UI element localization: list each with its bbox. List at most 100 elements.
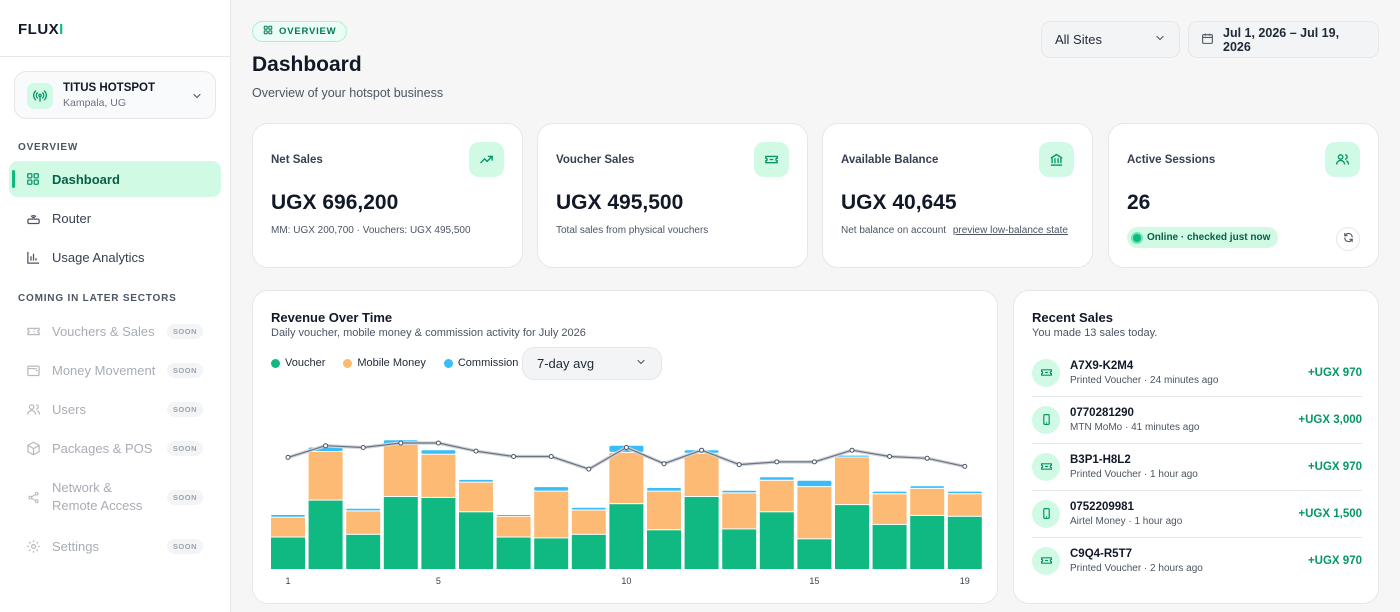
soon-badge: SOON xyxy=(166,440,203,456)
sale-row[interactable]: 0770281290 MTN MoMo · 41 minutes ago +UGX… xyxy=(1032,396,1362,443)
soon-badge: SOON xyxy=(166,401,203,417)
sale-row[interactable]: B3P1-H8L2 Printed Voucher · 1 hour ago +U… xyxy=(1032,443,1362,490)
bar-commission xyxy=(647,488,681,491)
online-dot-icon xyxy=(1131,231,1143,244)
sale-row[interactable]: A7X9-K2M4 Printed Voucher · 24 minutes ag… xyxy=(1032,349,1362,396)
sale-meta: MTN MoMo · 41 minutes ago xyxy=(1070,421,1200,433)
soon-badge: SOON xyxy=(166,323,203,339)
sale-amount: +UGX 970 xyxy=(1307,554,1362,567)
bar-voucher xyxy=(797,539,832,569)
refresh-button[interactable] xyxy=(1336,227,1360,251)
stat-label: Available Balance xyxy=(841,154,939,166)
recent-sales-subtitle: You made 13 sales today. xyxy=(1032,327,1158,339)
section-chip: OVERVIEW xyxy=(252,21,348,42)
stat-subtext: Net balance on account preview low-balan… xyxy=(841,225,1068,236)
avg-point xyxy=(811,459,817,465)
bar-voucher xyxy=(910,515,945,569)
legend-swatch-mobile-money xyxy=(343,358,353,368)
refresh-icon xyxy=(1343,230,1354,248)
sidebar-item-users[interactable]: Users SOON xyxy=(9,391,221,427)
bar-voucher xyxy=(722,529,757,569)
soon-badge: SOON xyxy=(166,538,203,554)
date-range-picker[interactable]: Jul 1, 2026 – Jul 19, 2026 xyxy=(1188,21,1379,58)
bar-mobile-money xyxy=(684,453,719,496)
nav-section-later: COMING IN LATER SECTORS xyxy=(18,293,177,304)
bar-mobile-money xyxy=(271,517,305,537)
sale-amount: +UGX 970 xyxy=(1307,366,1362,379)
site-switcher[interactable]: TITUS HOTSPOT Kampala, UG xyxy=(14,71,216,119)
trending-up-icon xyxy=(469,142,504,177)
grid-icon xyxy=(25,171,41,187)
bar-commission xyxy=(759,477,794,480)
bar-mobile-money xyxy=(797,487,832,539)
ticket-icon xyxy=(1032,358,1060,387)
avg-point xyxy=(623,445,629,450)
brand-logo[interactable]: FLUXI xyxy=(18,21,64,38)
wallet-icon xyxy=(25,362,41,378)
stat-card-available-balance: Available Balance UGX 40,645 Net balance… xyxy=(822,123,1093,268)
share-icon xyxy=(25,489,41,505)
soon-badge: SOON xyxy=(166,489,203,505)
bar-commission xyxy=(872,491,907,494)
sidebar-item-packages-pos[interactable]: Packages & POS SOON xyxy=(9,430,221,466)
sidebar-item-vouchers-sales[interactable]: Vouchers & Sales SOON xyxy=(9,313,221,349)
sale-reference: 0770281290 xyxy=(1070,406,1134,419)
sidebar-item-label: Dashboard xyxy=(52,171,120,187)
low-balance-preview-link[interactable]: preview low-balance state xyxy=(952,225,1068,236)
divider xyxy=(1032,396,1362,397)
stat-subtext: MM: UGX 200,700 · Vouchers: UGX 495,500 xyxy=(271,225,471,236)
revenue-chart-card: Revenue Over Time Daily voucher, mobile … xyxy=(252,290,998,604)
sidebar-item-settings[interactable]: Settings SOON xyxy=(9,528,221,564)
bar-mobile-money xyxy=(534,491,569,538)
sale-row[interactable]: 0752209981 Airtel Money · 1 hour ago +UGX… xyxy=(1032,490,1362,537)
avg-point xyxy=(511,454,517,459)
recent-sales-title: Recent Sales xyxy=(1032,310,1113,325)
sale-reference: A7X9-K2M4 xyxy=(1070,359,1134,372)
avg-window-select[interactable]: 7-day avg xyxy=(522,347,662,380)
legend-swatch-voucher xyxy=(271,358,280,368)
sidebar-item-router[interactable]: Router xyxy=(9,200,221,236)
bar-mobile-money xyxy=(872,494,907,524)
bar-mobile-money xyxy=(308,452,343,500)
legend-swatch-commission xyxy=(443,358,453,368)
sidebar-item-usage-analytics[interactable]: Usage Analytics xyxy=(9,239,221,275)
bar-commission xyxy=(459,479,493,482)
avg-point xyxy=(887,454,893,459)
users-icon xyxy=(25,401,41,417)
chart-title: Revenue Over Time xyxy=(271,310,393,325)
avg-point xyxy=(736,462,742,468)
bar-voucher xyxy=(872,524,907,569)
page-title: Dashboard xyxy=(252,53,362,76)
bar-voucher xyxy=(759,512,794,569)
avg-point xyxy=(661,461,667,467)
bar-commission xyxy=(271,515,305,517)
gear-icon xyxy=(25,538,41,554)
divider xyxy=(1032,490,1362,491)
sidebar-item-money-movement[interactable]: Money Movement SOON xyxy=(9,352,221,388)
avg-point xyxy=(360,445,366,450)
sidebar-item-dashboard[interactable]: Dashboard xyxy=(9,161,221,197)
bar-voucher xyxy=(459,512,493,569)
sidebar-item-network-remote[interactable]: Network & Remote Access SOON xyxy=(9,476,221,518)
avg-point xyxy=(548,454,554,459)
bar-mobile-money xyxy=(459,482,493,512)
avg-point xyxy=(285,454,291,460)
bar-commission xyxy=(571,507,606,510)
bar-voucher xyxy=(947,516,982,569)
sidebar-item-label: Vouchers & Sales xyxy=(52,323,155,339)
bar-voucher xyxy=(421,497,456,569)
stat-card-net-sales: Net Sales UGX 696,200 MM: UGX 200,700 · … xyxy=(252,123,523,268)
sale-meta: Printed Voucher · 2 hours ago xyxy=(1070,562,1203,574)
bar-commission xyxy=(835,455,869,457)
site-filter-select[interactable]: All Sites xyxy=(1041,21,1180,58)
legend-label-commission: Commission xyxy=(457,357,519,369)
bar-mobile-money xyxy=(835,457,869,505)
grid-icon xyxy=(263,25,273,38)
avg-point xyxy=(774,459,780,465)
sale-row[interactable]: C9Q4-R5T7 Printed Voucher · 2 hours ago +… xyxy=(1032,537,1362,584)
bank-icon xyxy=(1039,142,1074,177)
bar-mobile-money xyxy=(910,488,945,515)
bar-mobile-money xyxy=(947,494,982,516)
stat-card-voucher-sales: Voucher Sales UGX 495,500 Total sales fr… xyxy=(537,123,808,268)
divider xyxy=(0,56,230,57)
